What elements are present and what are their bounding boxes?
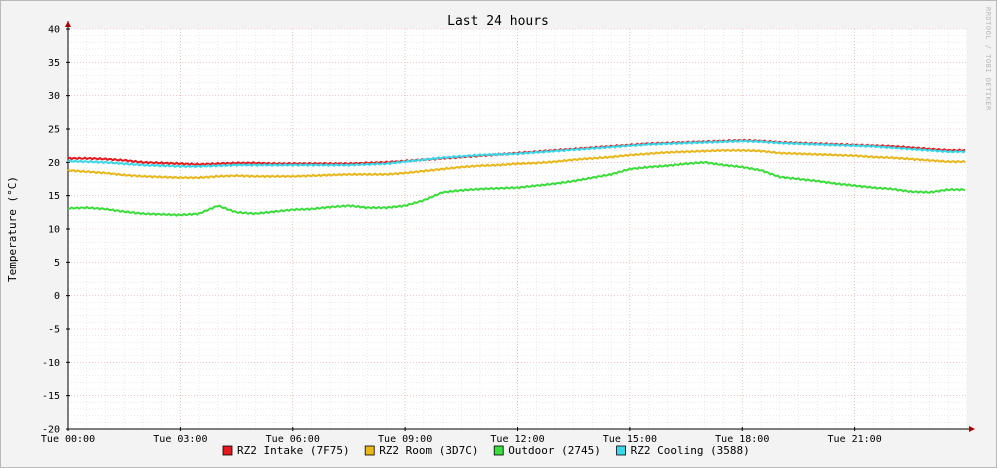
- grid: [67, 28, 968, 430]
- legend-swatch-1: [364, 445, 375, 456]
- legend: RZ2 Intake (7F75) RZ2 Room (3D7C) Outdoor …: [222, 444, 750, 457]
- y-tick-label: 15: [48, 191, 60, 202]
- series-line-1: [67, 148, 966, 180]
- y-tick-label: 10: [48, 225, 60, 236]
- axes: -20 -15 -10 -5 0 5 10 15 20 25 30 35 40 Tue 00:00 Tue …: [41, 21, 975, 445]
- x-tick-label: Tue 12:00: [490, 434, 544, 445]
- y-tick-label: -15: [42, 391, 60, 402]
- y-tick-label: -10: [42, 358, 60, 369]
- x-tick-label: Tue 18:00: [715, 434, 769, 445]
- legend-label-3: RZ2 Cooling (3588): [631, 444, 750, 457]
- y-tick-label: 30: [48, 91, 60, 102]
- x-tick-label: Tue 06:00: [266, 434, 320, 445]
- y-tick-label: 20: [48, 158, 60, 169]
- x-tick-label: Tue 00:00: [41, 434, 95, 445]
- x-axis-arrow: [969, 426, 975, 432]
- y-tick-label: 5: [54, 258, 60, 269]
- y-tick-label: 40: [48, 25, 60, 36]
- y-tick-label: 0: [54, 291, 60, 302]
- y-axis-label: Temperature (°C): [6, 176, 19, 282]
- y-tick-label: 35: [48, 58, 60, 69]
- chart-title: Last 24 hours: [447, 14, 549, 29]
- series-line-3: [67, 139, 966, 169]
- y-tick-label: 25: [48, 125, 60, 136]
- legend-swatch-0: [222, 445, 233, 456]
- x-tick-label: Tue 15:00: [603, 434, 657, 445]
- series-lines: [67, 138, 966, 217]
- x-tick-label: Tue 09:00: [378, 434, 432, 445]
- legend-label-0: RZ2 Intake (7F75): [237, 444, 350, 457]
- x-tick-label: Tue 03:00: [153, 434, 207, 445]
- legend-swatch-2: [493, 445, 504, 456]
- y-tick-label: -20: [42, 425, 60, 436]
- legend-label-2: Outdoor (2745): [508, 444, 601, 457]
- x-tick-label: Tue 21:00: [828, 434, 882, 445]
- series-line-2: [67, 160, 966, 217]
- y-tick-label: -5: [48, 325, 60, 336]
- legend-swatch-3: [616, 445, 626, 456]
- legend-label-1: RZ2 Room (3D7C): [379, 444, 478, 457]
- y-axis-arrow: [65, 21, 71, 27]
- watermark: RRDTOOL / TOBI OETIKER: [984, 7, 992, 111]
